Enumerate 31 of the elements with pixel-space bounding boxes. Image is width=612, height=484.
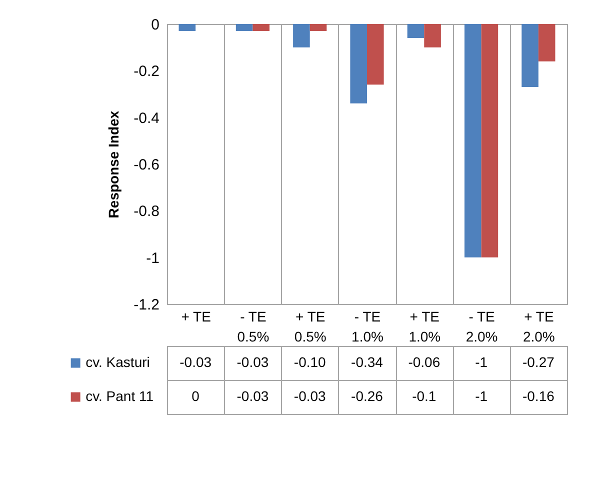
- data-label: -0.16: [522, 388, 555, 404]
- data-label: -0.10: [294, 354, 326, 370]
- y-tick-label: -1: [146, 250, 160, 267]
- x-tick-label: + TE 0.5%: [294, 308, 326, 344]
- x-tick-label: + TE 1.0%: [408, 308, 441, 344]
- data-label: -0.03: [180, 354, 212, 370]
- y-axis-title: Response Index: [106, 110, 122, 218]
- data-label: -0.34: [351, 354, 384, 370]
- data-label: -1: [475, 354, 488, 370]
- data-label: -0.03: [294, 388, 326, 404]
- x-tick-label: + TE: [181, 308, 211, 324]
- data-label: -0.06: [408, 354, 440, 370]
- x-tick-label: - TE 0.5%: [237, 308, 270, 344]
- legend-label: cv. Kasturi: [86, 354, 150, 370]
- data-label: -1: [475, 388, 488, 404]
- y-tick-label: -0.2: [134, 63, 160, 80]
- legend-label: cv. Pant 11: [86, 388, 154, 404]
- data-label: 0: [192, 388, 200, 404]
- x-tick-label: - TE 2.0%: [466, 308, 498, 344]
- x-tick-label: + TE 2.0%: [522, 308, 555, 344]
- data-label: -0.27: [522, 354, 555, 370]
- y-tick-label: -0.8: [134, 203, 160, 220]
- x-tick-label: - TE 1.0%: [352, 308, 384, 344]
- data-label: -0.03: [236, 354, 269, 370]
- data-label: -0.1: [412, 388, 436, 404]
- data-label: -0.26: [351, 388, 384, 404]
- y-tick-label: -0.6: [134, 156, 160, 174]
- y-tick-label: 0: [151, 16, 160, 34]
- y-tick-label: -0.4: [134, 110, 160, 127]
- data-label: -0.03: [236, 388, 269, 404]
- y-tick-label: -1.2: [134, 296, 160, 314]
